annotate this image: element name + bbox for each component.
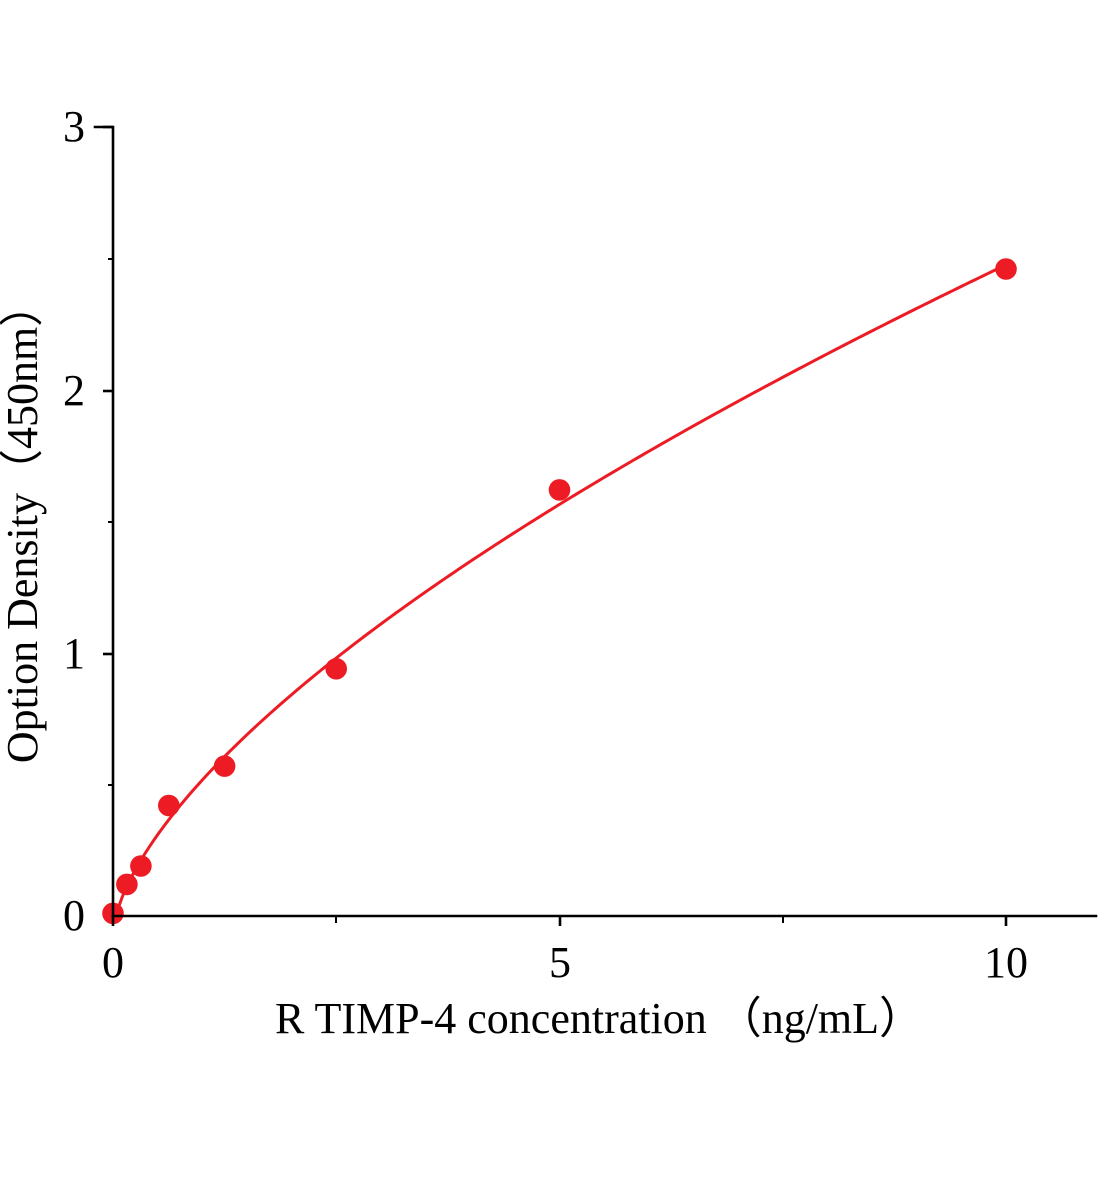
svg-text:10: 10 [984, 938, 1028, 987]
svg-text:0: 0 [63, 891, 85, 940]
svg-text:2: 2 [63, 366, 85, 415]
svg-text:Option Density（450nm）: Option Density（450nm） [0, 283, 47, 763]
svg-text:0: 0 [102, 938, 124, 987]
svg-text:3: 3 [63, 102, 85, 151]
svg-text:1: 1 [63, 629, 85, 678]
svg-text:5: 5 [549, 938, 571, 987]
svg-text:R TIMP-4 concentration （ng/mL: R TIMP-4 concentration （ng/mL） [275, 994, 923, 1043]
